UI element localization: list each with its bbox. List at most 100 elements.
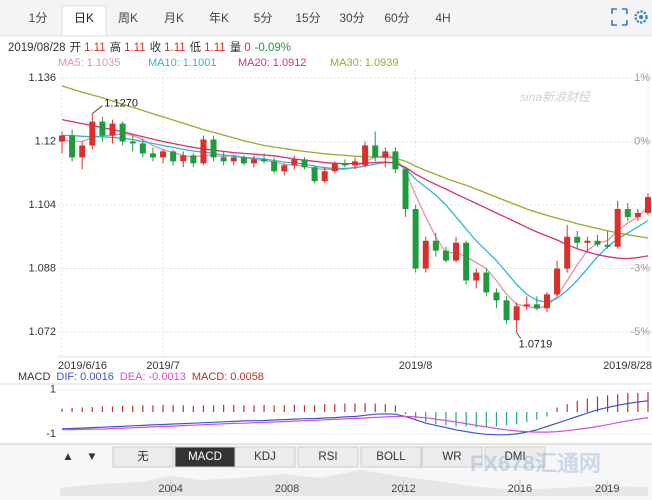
button[interactable]: [421, 446, 483, 468]
candle-body: [261, 159, 268, 162]
info-label: 高: [110, 40, 122, 54]
ma-legend-value: 1.0912: [273, 57, 307, 69]
button-label[interactable]: 无: [137, 451, 149, 463]
tab[interactable]: 30分: [339, 11, 364, 25]
navigator-tick-label: 2008: [275, 483, 299, 495]
navigator-tick-label: 2004: [158, 483, 182, 495]
settings-hub: [639, 15, 643, 19]
button[interactable]: [112, 446, 174, 468]
navigator-tick-label: 2012: [391, 483, 415, 495]
tab[interactable]: 月K: [164, 11, 184, 25]
tab[interactable]: 60分: [384, 11, 409, 25]
tab[interactable]: 15分: [295, 11, 320, 25]
info-value: 0: [244, 42, 250, 54]
candle-body: [523, 304, 530, 307]
button-label[interactable]: BOLL: [376, 451, 406, 463]
macd-legend-name: DEA:: [120, 371, 146, 383]
y-tick-label: 1.072: [28, 326, 56, 338]
settings-icon[interactable]: [634, 10, 648, 24]
candle-body: [119, 123, 126, 142]
candle-body: [624, 209, 631, 217]
info-label: 收: [150, 40, 162, 54]
candle-body: [604, 244, 611, 247]
navigator-silhouette: [60, 470, 648, 496]
button-label[interactable]: KDJ: [254, 451, 276, 463]
macd-legend-value: 0.0016: [80, 371, 114, 383]
candle-body: [432, 240, 439, 251]
navigator-tick-label: 2016: [508, 483, 532, 495]
candle-body: [372, 145, 379, 158]
button[interactable]: [360, 446, 422, 468]
candle-body: [412, 209, 419, 269]
candle-body: [341, 163, 348, 166]
macd-line: [61, 400, 649, 436]
candle-body: [79, 145, 86, 158]
tab[interactable]: 5分: [254, 11, 273, 25]
button[interactable]: [297, 446, 359, 468]
candle-body: [584, 240, 591, 243]
candle-body: [89, 121, 96, 146]
candle-body: [453, 242, 460, 261]
tab[interactable]: 年K: [209, 11, 229, 25]
tab[interactable]: 1分: [29, 11, 48, 25]
candle-body: [513, 306, 520, 321]
ma-legend-value: 1.1035: [87, 57, 121, 69]
candle-body: [645, 197, 651, 213]
x-tick-label: 2019/6/16: [58, 360, 107, 372]
tab[interactable]: 4H: [435, 11, 450, 25]
candle-body: [614, 209, 621, 247]
fullscreen-icon[interactable]: [611, 8, 628, 26]
info-date: 2019/08/28: [8, 42, 66, 54]
candle-body: [59, 135, 65, 142]
macd-legend-value: 0.0058: [230, 371, 264, 383]
candle-body: [422, 240, 429, 269]
button[interactable]: [234, 446, 296, 468]
candle-body: [180, 155, 187, 162]
candle-body: [362, 145, 369, 166]
candle-body: [160, 151, 167, 158]
candle-body: [210, 139, 217, 158]
ma-legend: MA10: 1.1001: [148, 57, 216, 69]
candle-body: [291, 159, 298, 166]
candle-body: [493, 292, 500, 301]
active-tab: [61, 5, 107, 37]
candle-body: [543, 294, 550, 309]
ma-legend-value: 1.1001: [183, 57, 217, 69]
ma-legend: MA5: 1.1035: [58, 57, 120, 69]
button-label[interactable]: ▲: [62, 451, 73, 463]
watermark: FX678汇通网: [470, 451, 601, 476]
high-label: 1.1270: [104, 98, 138, 110]
macd-legend-value: -0.0013: [149, 371, 186, 383]
candle-body: [220, 157, 227, 162]
tab[interactable]: 周K: [118, 11, 138, 25]
x-tick-label: 2019/8/28: [603, 360, 652, 372]
candle-body: [321, 171, 328, 182]
button[interactable]: [484, 446, 546, 468]
candle-body: [230, 157, 237, 162]
candle-body: [574, 236, 581, 243]
ma-legend-name: MA10:: [148, 57, 180, 69]
tab[interactable]: 日K: [74, 11, 94, 25]
candle-body: [483, 272, 490, 293]
macd-legend-name: MACD:: [192, 371, 227, 383]
tab-bar: [0, 0, 652, 36]
button-label[interactable]: MACD: [188, 451, 222, 463]
candle-body: [240, 157, 247, 164]
button-label[interactable]: ▼: [86, 451, 97, 463]
candle-body: [149, 153, 156, 158]
x-tick-label: 2019/7: [146, 360, 180, 372]
macd-tick-label: -1: [46, 428, 56, 440]
info-change: -0.09%: [255, 42, 291, 54]
macd-legend-name: DIF:: [56, 371, 77, 383]
info-value: 1.11: [204, 42, 226, 54]
button-label[interactable]: WR: [442, 451, 461, 463]
button-label[interactable]: DMI: [504, 451, 525, 463]
candle-body: [69, 135, 76, 158]
candle-body: [402, 169, 409, 209]
button-label[interactable]: RSI: [318, 451, 337, 463]
candle-body: [503, 300, 510, 321]
info-label: 低: [190, 41, 202, 54]
ma-legend-name: MA20:: [238, 57, 270, 69]
percent-label: 0%: [634, 135, 650, 147]
